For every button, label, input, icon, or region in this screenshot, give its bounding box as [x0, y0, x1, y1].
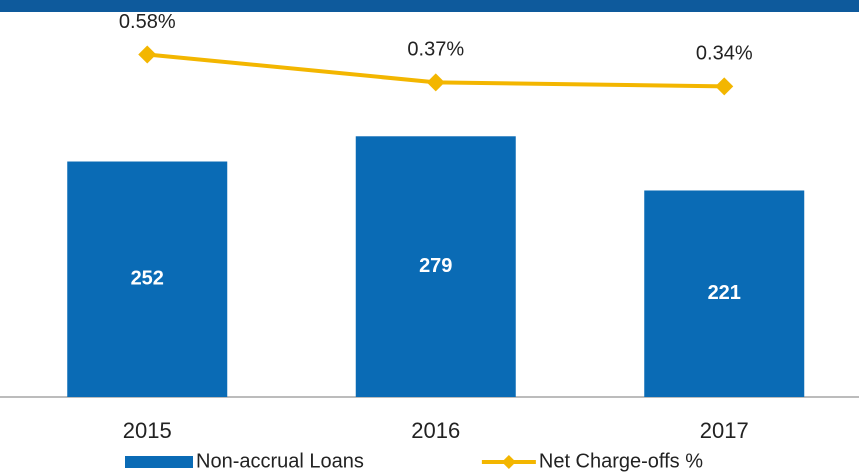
bar-value-label: 279	[419, 255, 452, 277]
bar	[355, 136, 516, 397]
line-marker	[426, 73, 445, 92]
line-value-label: 0.58%	[119, 11, 176, 33]
x-tick-label: 2017	[700, 418, 749, 443]
line-value-label: 0.34%	[696, 43, 753, 65]
line-marker	[715, 77, 734, 96]
legend-marker	[501, 455, 516, 469]
header-band	[0, 0, 859, 12]
bar-value-label: 252	[131, 268, 164, 290]
line-value-label: 0.37%	[407, 39, 464, 61]
legend-label: Non-accrual Loans	[196, 450, 364, 472]
legend-swatch	[125, 456, 193, 468]
bar-value-label: 221	[708, 282, 741, 304]
line-marker	[138, 45, 157, 64]
bar	[644, 190, 805, 397]
bar	[67, 161, 228, 397]
legend-label: Net Charge-offs %	[539, 450, 703, 472]
x-tick-label: 2016	[411, 418, 460, 443]
x-tick-label: 2015	[123, 418, 172, 443]
